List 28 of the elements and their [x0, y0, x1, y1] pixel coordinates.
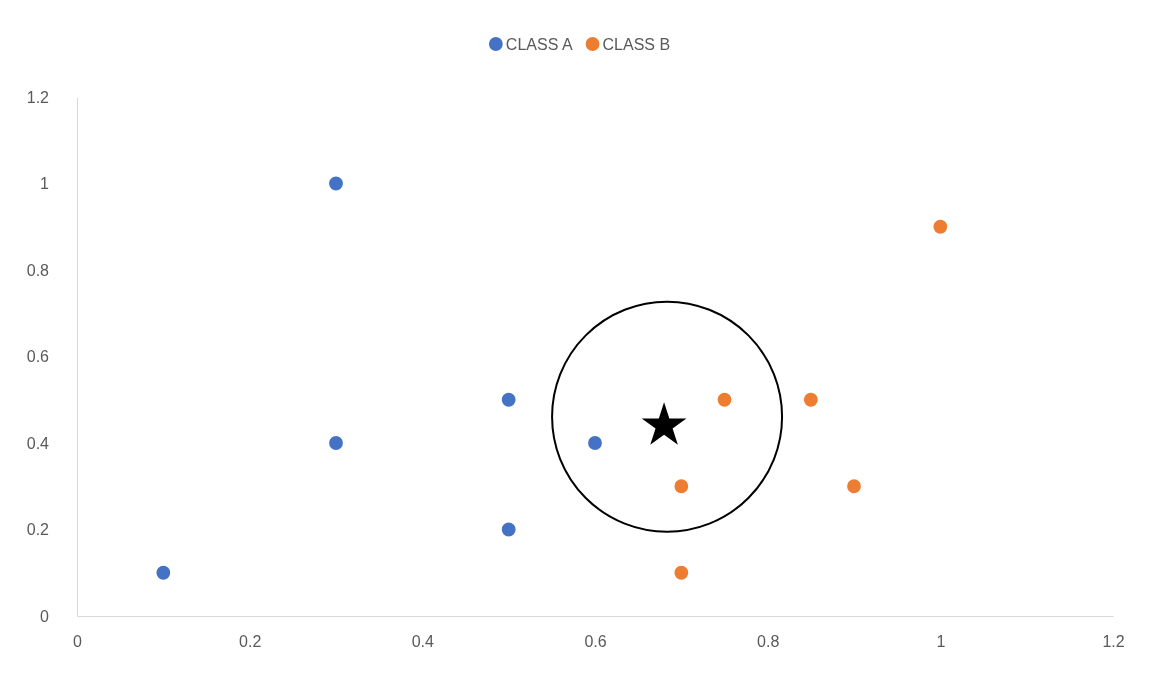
x-tick-label: 0.2 [239, 633, 262, 651]
point [329, 176, 343, 191]
x-tick-label: 0.4 [411, 633, 435, 651]
point [933, 219, 948, 234]
x-tick-label: 0 [73, 633, 83, 651]
point [803, 392, 818, 407]
y-tick-label: 0.8 [26, 261, 50, 279]
point [717, 392, 732, 407]
x-tick-label: 0.8 [757, 633, 780, 651]
point [674, 479, 689, 494]
point [588, 436, 602, 450]
x-tick-label: 1 [936, 633, 946, 651]
y-tick-label: 0.6 [26, 348, 50, 366]
point [329, 436, 343, 450]
point [674, 565, 689, 580]
y-tick-label: 0.2 [26, 521, 50, 539]
point [501, 392, 516, 407]
y-tick-label: 0.4 [26, 434, 50, 452]
x-tick-label: 1.2 [1102, 633, 1125, 651]
y-tick-label: 0 [40, 607, 50, 625]
point [156, 565, 171, 580]
point [847, 479, 861, 494]
legend-label: CLASS A [505, 35, 573, 53]
point [501, 522, 516, 537]
y-tick-label: 1.2 [26, 88, 50, 106]
y-tick-label: 1 [40, 175, 50, 193]
x-tick-label: 0.6 [584, 633, 607, 651]
legend-label: CLASS B [602, 35, 671, 53]
